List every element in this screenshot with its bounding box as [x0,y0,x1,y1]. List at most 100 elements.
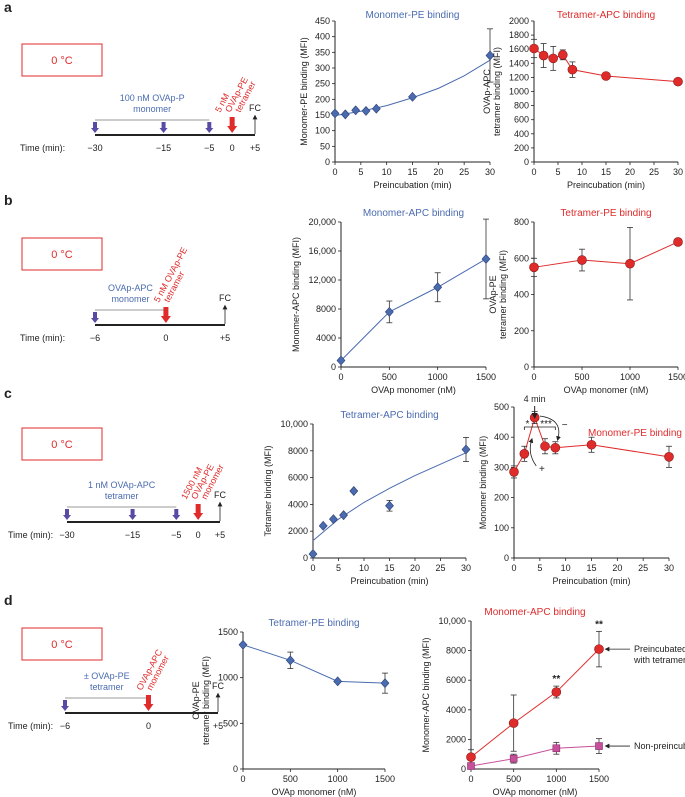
x-tick-label: 25 [638,563,648,573]
timeline-tick-label: −15 [156,143,171,153]
x-tick-label: 0 [511,563,516,573]
y-tick-label: 10,000 [280,419,308,429]
y-tick-label: 4000 [316,333,336,343]
chart-d2: 0 2000 4000 6000 8000 10,000 0 500 1000 1500 OVAp … [421,607,685,797]
data-point [318,520,328,531]
x-tick-label: 10 [382,167,392,177]
y-tick-label: 1000 [509,87,529,97]
y-tick-label: 400 [494,432,509,442]
data-point [625,258,635,269]
y-axis-label: OVAp-APC [482,69,492,114]
y-axis-label: Tetramer binding (MFI) [263,445,273,536]
chart-title: Monomer-PE binding [366,10,460,21]
x-axis-label: Preincubation (min) [373,180,451,190]
y-axis-label: Monomer-PE binding (MFI) [299,37,309,146]
x-tick-label: 20 [433,167,443,177]
x-tick-label: 15 [586,563,596,573]
x-tick-label: 30 [461,563,471,573]
y-tick-label: 0 [524,362,529,372]
data-point [351,105,361,116]
x-tick-label: 500 [283,774,298,784]
y-tick-label: 200 [315,94,330,104]
x-tick-label: 30 [664,563,674,573]
temperature-box [21,43,103,77]
timeline-tick-label: −5 [204,143,214,153]
y-tick-label: 4000 [288,499,308,509]
blue-arrow-icon [205,122,214,133]
x-tick-label: 5 [358,167,363,177]
y-axis-label: tetramer binding (MFI) [498,250,508,339]
x-axis-label: OVAp monomer (nM) [493,787,578,797]
x-tick-label: 30 [485,167,495,177]
y-tick-label: 1500 [218,627,238,637]
curved-arrow-icon [528,437,537,467]
y-tick-label: 20,000 [308,217,336,227]
timeline-tick-label: +5 [250,143,260,153]
y-tick-label: 8000 [446,646,466,656]
data-point [330,108,340,119]
x-tick-label: 0 [531,167,536,177]
y-tick-label: 0 [504,553,509,563]
series-line [470,648,600,758]
y-tick-label: 450 [315,16,330,26]
y-tick-label: 8000 [316,304,336,314]
timeline-label: Time (min): [8,721,53,731]
x-tick-label: 10 [577,167,587,177]
x-tick-label: 1500 [375,774,395,784]
temperature-label: 0 °C [51,249,73,261]
data-point [509,754,518,763]
y-tick-label: 350 [315,47,330,57]
x-tick-label: 10 [359,563,369,573]
data-point [557,50,568,60]
y-tick-label: 1600 [509,44,529,54]
reagent-blue-label: ± OVAp-PE [84,671,130,681]
chart-a2: 0 200 400 600 800 1000 1200 1400 1600 1800 2000 0 5 1… [482,10,683,190]
x-tick-label: 1000 [328,774,348,784]
reagent-blue-label: monomer [111,294,149,304]
y-tick-label: 0 [325,157,330,167]
x-tick-label: 15 [601,167,611,177]
timeline-label: Time (min): [20,333,65,343]
curved-arrow-icon [539,415,561,442]
temperature-box [21,627,103,661]
timeline-tick-label: −6 [90,333,100,343]
data-point [361,105,371,116]
y-tick-label: 10,000 [438,616,466,626]
y-tick-label: 800 [514,101,529,111]
y-tick-label: 0 [331,362,336,372]
y-tick-label: 0 [233,764,238,774]
timeline-tick-label: +5 [213,721,223,731]
x-tick-label: 15 [407,167,417,177]
data-point [529,262,539,273]
series-line [533,241,679,268]
reagent-blue-label: OVAp-APC [108,283,153,293]
y-axis-label: tetramer binding (MFI) [492,47,502,136]
timeline-tick-label: 0 [230,143,235,153]
data-point [467,762,475,770]
reagent-blue-label: monomer [133,104,171,114]
x-tick-label: 30 [673,167,683,177]
data-point [540,441,550,452]
x-axis-label: Preincubation (min) [567,180,645,190]
temperature-label: 0 °C [51,639,73,651]
y-tick-label: 6000 [446,675,466,685]
blue-arrow-icon [63,509,71,520]
x-tick-label: 500 [506,774,521,784]
blue-arrow-icon [159,122,168,133]
y-tick-label: 0 [461,764,466,774]
series-label: Non-preincubated [634,741,685,751]
x-tick-label: 20 [612,563,622,573]
y-tick-label: 1400 [509,58,529,68]
fit-curve [312,452,467,541]
y-tick-label: 1000 [218,673,238,683]
y-tick-label: 600 [514,115,529,125]
x-tick-label: 15 [384,563,394,573]
y-tick-label: 300 [315,63,330,73]
chart-d1: 0 500 1000 1500 0 500 1000 1500 OVAp monomer (nM… [191,618,395,797]
timeline-tick-label: +5 [220,333,230,343]
y-tick-label: 100 [494,523,509,533]
y-tick-label: 200 [514,143,529,153]
data-point [673,76,683,87]
data-point [567,64,578,75]
x-tick-label: 500 [574,372,589,382]
